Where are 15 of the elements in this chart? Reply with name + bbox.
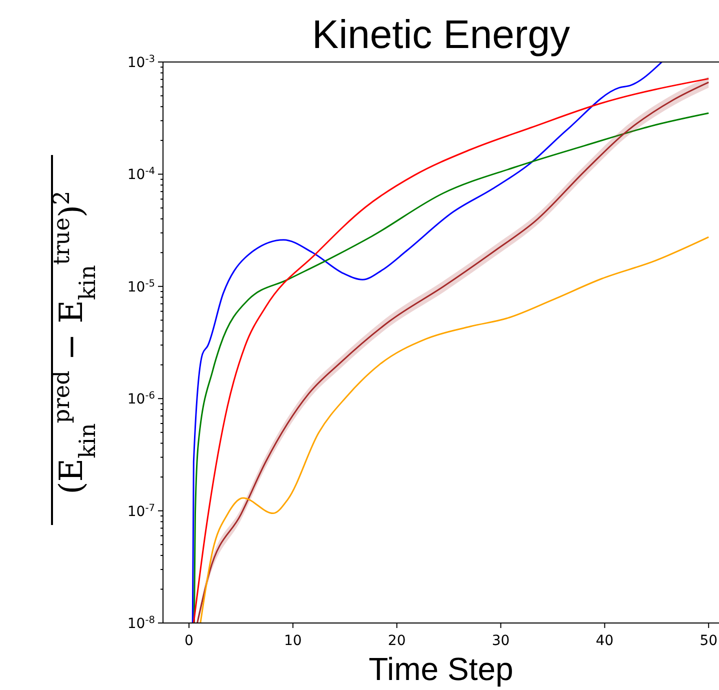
x-tick-label: 50 [700, 633, 718, 649]
x-tick-label: 0 [184, 633, 194, 649]
y-tick-label: 10$^{-6}$ [127, 390, 155, 408]
x-tick-label: 40 [596, 633, 614, 649]
y-tick-label: 10$^{-7}$ [127, 502, 155, 520]
chart-title: Kinetic Energy [312, 13, 570, 57]
y-tick-label: 10$^{-8}$ [127, 614, 155, 632]
y-tick-label: 10$^{-3}$ [127, 54, 155, 71]
x-tick-label: 30 [492, 633, 510, 649]
x-axis-title: Time Step [368, 651, 514, 687]
line-series [200, 236, 710, 623]
y-tick-label: 10$^{-4}$ [127, 166, 155, 184]
x-tick-label: 10 [284, 633, 302, 649]
x-tick-label: 20 [388, 633, 406, 649]
y-tick-label: 10$^{-5}$ [127, 278, 155, 296]
